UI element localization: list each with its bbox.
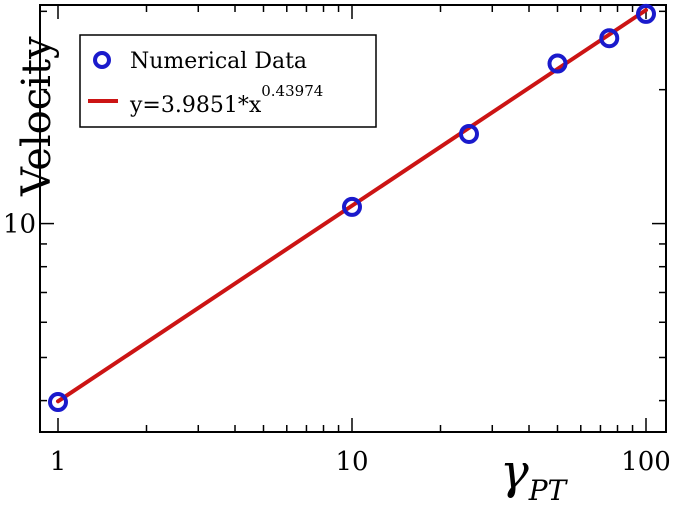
legend-label-fit-base: y=3.9851*x — [129, 93, 262, 118]
legend-label-fit-exponent: 0.43974 — [261, 82, 323, 100]
x-axis-title-sub: PT — [528, 474, 569, 507]
legend-label-numerical-data: Numerical Data — [130, 49, 307, 74]
fit-line — [56, 8, 648, 404]
legend: Numerical Data y=3.9851*x0.43974 — [79, 34, 377, 128]
plot-frame — [39, 4, 667, 433]
y-axis-title: Velocity — [14, 36, 60, 197]
data-point-5 — [636, 3, 656, 24]
data-point-0 — [48, 392, 68, 413]
data-point-2 — [458, 123, 479, 144]
fit-line-segment — [56, 8, 648, 404]
x-tick-label-100: 100 — [621, 447, 671, 477]
data-point-4 — [599, 28, 620, 49]
x-axis-title-main: γ — [500, 444, 529, 500]
legend-label-fit: y=3.9851*x0.43974 — [129, 82, 323, 118]
legend-box — [79, 34, 377, 128]
x-axis-title: γPT — [500, 444, 569, 507]
y-tick-label-10: 10 — [3, 210, 36, 240]
data-point-3 — [547, 53, 568, 74]
tick-labels: 1 10 100 10 — [3, 210, 671, 477]
legend-marker-numerical-data — [93, 51, 111, 69]
x-tick-label-1: 1 — [50, 447, 67, 477]
data-point-1 — [342, 196, 362, 217]
data-points — [48, 3, 656, 413]
x-tick-label-10: 10 — [335, 447, 368, 477]
